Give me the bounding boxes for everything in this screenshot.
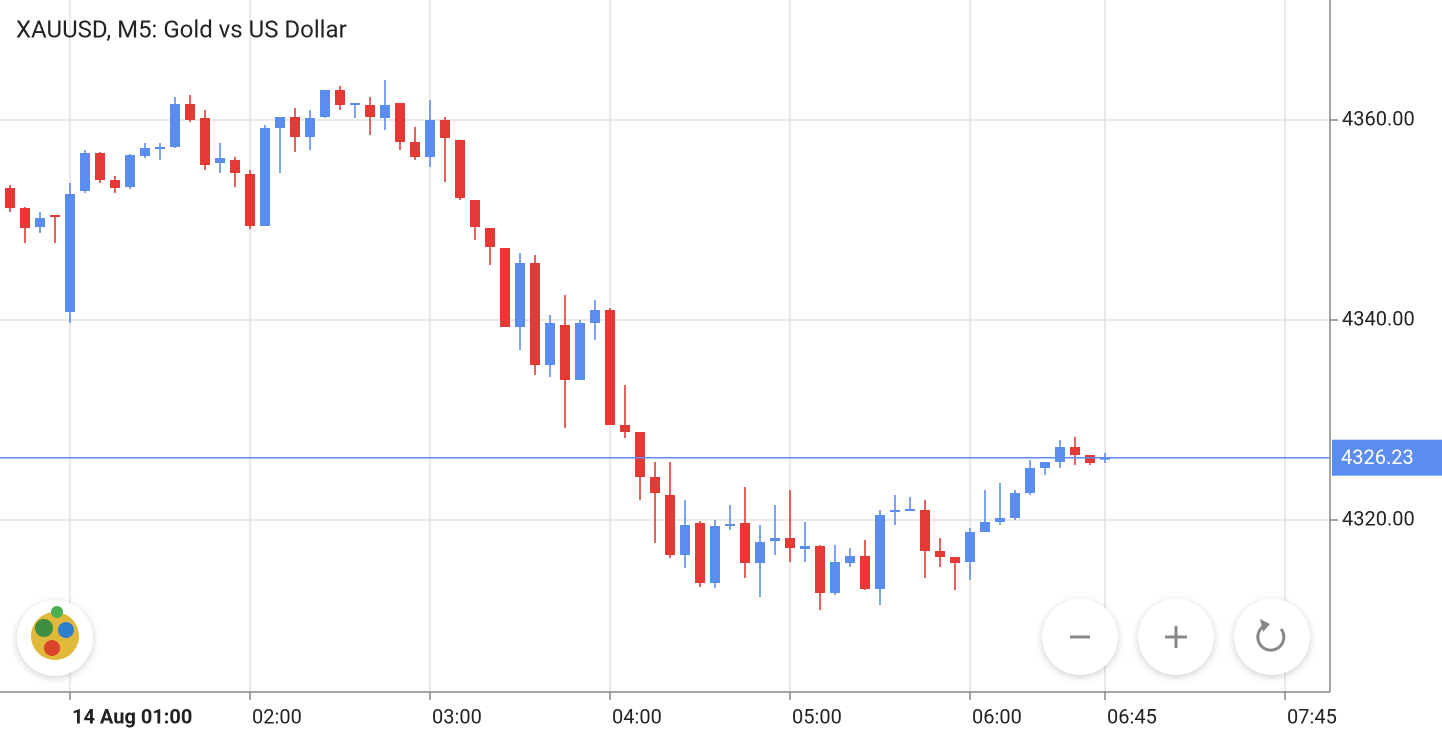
candle-body xyxy=(1100,457,1110,460)
y-tick-label: 4360.00 xyxy=(1342,106,1415,130)
candle-body xyxy=(530,263,540,365)
candle-body xyxy=(830,562,840,593)
candle-body xyxy=(320,90,330,117)
chart-title: XAUUSD, M5: Gold vs US Dollar xyxy=(16,15,347,43)
reset-button[interactable] xyxy=(1234,599,1310,675)
candle-body xyxy=(950,557,960,563)
candle-body xyxy=(200,118,210,165)
candle-body xyxy=(515,263,525,327)
candle-body xyxy=(215,158,225,163)
zoom-out-button[interactable] xyxy=(1042,599,1118,675)
candle-body xyxy=(935,551,945,557)
candle-body xyxy=(680,525,690,555)
candle-body xyxy=(590,310,600,323)
candle-body xyxy=(980,522,990,532)
x-tick-label: 05:00 xyxy=(792,704,842,728)
candle-body xyxy=(1085,455,1095,463)
candle-body xyxy=(725,524,735,526)
candle-body xyxy=(20,208,30,228)
candle-body xyxy=(380,105,390,118)
candle-body xyxy=(845,556,855,563)
candle-body xyxy=(455,140,465,198)
x-tick-label: 04:00 xyxy=(612,704,662,728)
candle-body xyxy=(155,147,165,149)
candle-body xyxy=(665,495,675,555)
candle-body xyxy=(470,200,480,227)
candle-body xyxy=(755,542,765,563)
candle-body xyxy=(245,174,255,226)
candle-body xyxy=(140,148,150,156)
candle-body xyxy=(1010,493,1020,518)
candle-body xyxy=(50,215,60,217)
x-tick-label: 03:00 xyxy=(432,704,482,728)
candle-body xyxy=(125,155,135,187)
candle-body xyxy=(440,120,450,138)
candle-body xyxy=(80,153,90,191)
candle-body xyxy=(815,546,825,593)
x-tick-label: 06:45 xyxy=(1107,704,1157,728)
candle-body xyxy=(290,117,300,137)
candle-body xyxy=(890,510,900,512)
grid xyxy=(0,0,1330,692)
candle-body xyxy=(485,228,495,247)
candle-body xyxy=(545,323,555,365)
y-tick-label: 4340.00 xyxy=(1342,306,1415,330)
candle-body xyxy=(1055,447,1065,462)
x-tick-label: 14 Aug 01:00 xyxy=(72,704,192,728)
candle-body xyxy=(230,160,240,173)
price-label-box xyxy=(1332,439,1442,476)
candle-body xyxy=(365,105,375,117)
candle-body xyxy=(1070,447,1080,455)
candle-body xyxy=(965,532,975,562)
candle-body xyxy=(65,194,75,312)
zoom-in-button[interactable] xyxy=(1138,599,1214,675)
candle-body xyxy=(110,180,120,188)
candle-body xyxy=(185,104,195,120)
candle-body xyxy=(305,118,315,137)
candles xyxy=(0,80,1330,610)
candle-body xyxy=(395,103,405,142)
price-label: 4326.23 xyxy=(1341,445,1414,469)
candle-body xyxy=(785,538,795,548)
candle-body xyxy=(695,523,705,583)
candle-body xyxy=(860,556,870,589)
candle-body xyxy=(875,515,885,589)
candle-body xyxy=(620,425,630,432)
candle-body xyxy=(350,103,360,105)
candle-body xyxy=(800,546,810,549)
candle-body xyxy=(575,323,585,380)
candle-body xyxy=(35,218,45,227)
candle-body xyxy=(260,128,270,226)
candle-body xyxy=(560,325,570,380)
candle-body xyxy=(95,153,105,180)
candle-body xyxy=(740,523,750,563)
app-logo xyxy=(17,600,93,676)
candle-body xyxy=(335,90,345,105)
candle-body xyxy=(500,248,510,327)
candle-body xyxy=(275,117,285,128)
candle-body xyxy=(1025,468,1035,493)
candle-body xyxy=(605,310,615,425)
x-tick-label: 02:00 xyxy=(252,704,302,728)
candle-body xyxy=(905,509,915,511)
candle-body xyxy=(5,188,15,208)
candle-body xyxy=(425,120,435,157)
candle-body xyxy=(1040,462,1050,468)
axes: 4320.00 4340.00 4360.00 14 Aug 01:00 02:00 03… xyxy=(69,106,1442,728)
candle-body xyxy=(920,510,930,551)
candle-body xyxy=(410,142,420,157)
candle-body xyxy=(170,104,180,147)
candle-body xyxy=(995,518,1005,522)
candle-body xyxy=(770,538,780,541)
x-tick-label: 06:00 xyxy=(972,704,1022,728)
candle-body xyxy=(710,526,720,583)
candle-body xyxy=(635,432,645,477)
y-tick-label: 4320.00 xyxy=(1342,506,1415,530)
x-tick-label: 07:45 xyxy=(1287,704,1337,728)
candle-body xyxy=(650,477,660,493)
